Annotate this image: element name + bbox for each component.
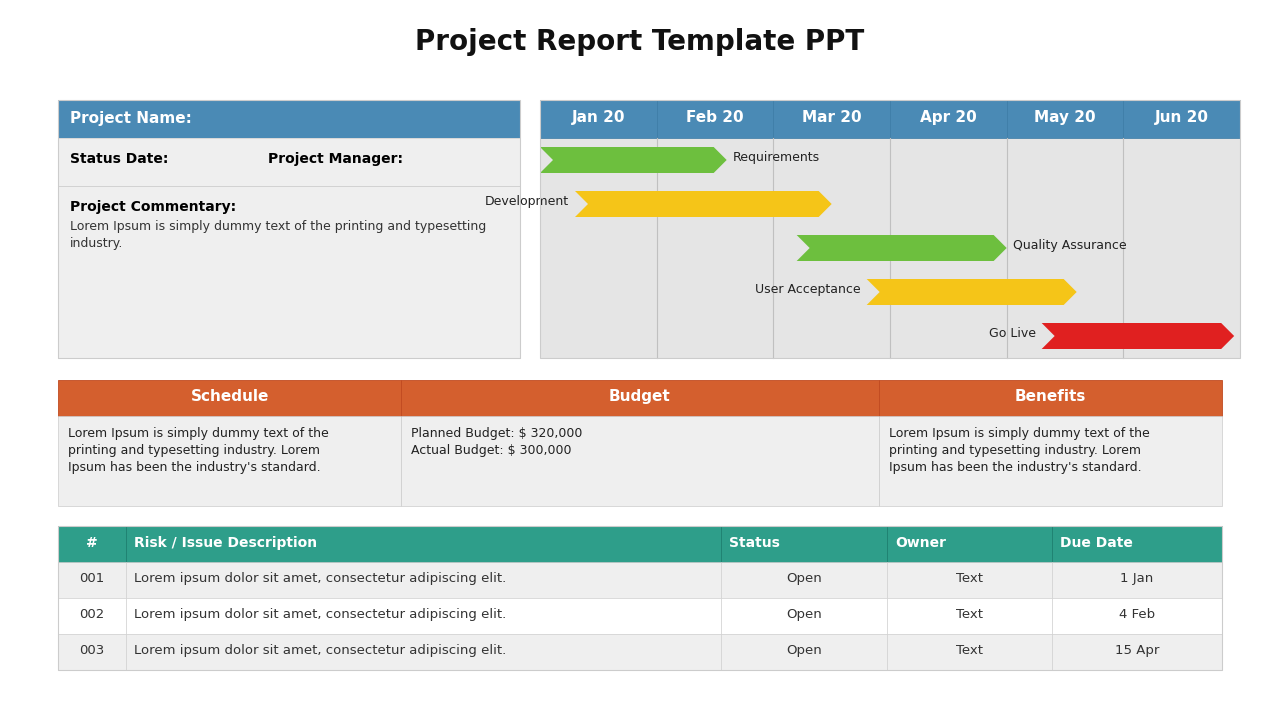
Bar bbox=[58, 562, 125, 598]
Text: Lorem Ipsum is simply dummy text of the printing and typesetting
industry.: Lorem Ipsum is simply dummy text of the … bbox=[70, 220, 486, 250]
Bar bbox=[878, 416, 1222, 506]
Polygon shape bbox=[540, 147, 727, 173]
Text: Project Commentary:: Project Commentary: bbox=[70, 200, 236, 214]
Bar bbox=[890, 100, 1006, 138]
Text: Quality Assurance: Quality Assurance bbox=[1012, 239, 1126, 252]
Text: Apr 20: Apr 20 bbox=[920, 110, 977, 125]
Polygon shape bbox=[575, 191, 832, 217]
Text: 002: 002 bbox=[79, 608, 105, 621]
Bar bbox=[58, 138, 520, 186]
Text: Lorem ipsum dolor sit amet, consectetur adipiscing elit.: Lorem ipsum dolor sit amet, consectetur … bbox=[133, 608, 506, 621]
Text: User Acceptance: User Acceptance bbox=[755, 283, 860, 296]
Bar bbox=[540, 100, 1240, 358]
Bar bbox=[878, 380, 1222, 416]
Text: Lorem ipsum dolor sit amet, consectetur adipiscing elit.: Lorem ipsum dolor sit amet, consectetur … bbox=[133, 644, 506, 657]
Text: Text: Text bbox=[956, 608, 983, 621]
Text: 1 Jan: 1 Jan bbox=[1120, 572, 1153, 585]
Polygon shape bbox=[1042, 323, 1234, 349]
Bar bbox=[58, 416, 402, 506]
Bar bbox=[722, 562, 887, 598]
Text: May 20: May 20 bbox=[1034, 110, 1096, 125]
Polygon shape bbox=[796, 235, 1006, 261]
Text: Development: Development bbox=[485, 195, 570, 208]
Text: Open: Open bbox=[786, 608, 822, 621]
Text: 4 Feb: 4 Feb bbox=[1119, 608, 1155, 621]
Text: Lorem Ipsum is simply dummy text of the
printing and typesetting industry. Lorem: Lorem Ipsum is simply dummy text of the … bbox=[68, 427, 329, 474]
Bar bbox=[58, 526, 125, 562]
Bar bbox=[1052, 526, 1222, 562]
Bar bbox=[1006, 100, 1124, 138]
Text: 15 Apr: 15 Apr bbox=[1115, 644, 1160, 657]
Bar bbox=[657, 100, 773, 138]
Text: Planned Budget: $ 320,000
Actual Budget: $ 300,000: Planned Budget: $ 320,000 Actual Budget:… bbox=[411, 427, 582, 457]
Bar bbox=[58, 598, 125, 634]
Bar bbox=[125, 598, 722, 634]
Text: Status: Status bbox=[730, 536, 781, 550]
Text: Open: Open bbox=[786, 644, 822, 657]
Text: Due Date: Due Date bbox=[1060, 536, 1133, 550]
Bar bbox=[1052, 634, 1222, 670]
Bar bbox=[773, 100, 890, 138]
Bar bbox=[722, 598, 887, 634]
Text: Mar 20: Mar 20 bbox=[801, 110, 861, 125]
Bar bbox=[402, 380, 878, 416]
Bar bbox=[125, 562, 722, 598]
Text: Benefits: Benefits bbox=[1015, 389, 1085, 404]
Text: Project Name:: Project Name: bbox=[70, 111, 192, 126]
Bar bbox=[887, 526, 1052, 562]
Text: Budget: Budget bbox=[609, 389, 671, 404]
Text: Owner: Owner bbox=[895, 536, 946, 550]
Bar bbox=[1124, 100, 1240, 138]
Text: Schedule: Schedule bbox=[191, 389, 269, 404]
Bar bbox=[58, 100, 520, 138]
Bar bbox=[58, 634, 125, 670]
Text: Project Report Template PPT: Project Report Template PPT bbox=[416, 28, 864, 56]
Text: Lorem Ipsum is simply dummy text of the
printing and typesetting industry. Lorem: Lorem Ipsum is simply dummy text of the … bbox=[888, 427, 1149, 474]
Text: Text: Text bbox=[956, 644, 983, 657]
Text: Jun 20: Jun 20 bbox=[1155, 110, 1208, 125]
Bar bbox=[1052, 562, 1222, 598]
Bar bbox=[58, 380, 402, 416]
Bar bbox=[887, 634, 1052, 670]
Text: Open: Open bbox=[786, 572, 822, 585]
Bar bbox=[540, 100, 657, 138]
Text: Project Manager:: Project Manager: bbox=[268, 152, 403, 166]
Text: Status Date:: Status Date: bbox=[70, 152, 169, 166]
Bar bbox=[722, 634, 887, 670]
Bar bbox=[58, 526, 1222, 670]
Bar bbox=[58, 186, 520, 358]
Bar bbox=[722, 526, 887, 562]
Bar bbox=[125, 526, 722, 562]
Bar bbox=[1052, 598, 1222, 634]
Bar bbox=[58, 100, 520, 358]
Text: 001: 001 bbox=[79, 572, 105, 585]
Text: Feb 20: Feb 20 bbox=[686, 110, 744, 125]
Text: Requirements: Requirements bbox=[732, 151, 819, 164]
Text: Lorem ipsum dolor sit amet, consectetur adipiscing elit.: Lorem ipsum dolor sit amet, consectetur … bbox=[133, 572, 506, 585]
Text: 003: 003 bbox=[79, 644, 105, 657]
Polygon shape bbox=[867, 279, 1076, 305]
Text: Text: Text bbox=[956, 572, 983, 585]
Bar bbox=[887, 562, 1052, 598]
Text: #: # bbox=[86, 536, 97, 550]
Bar bbox=[887, 598, 1052, 634]
Text: Risk / Issue Description: Risk / Issue Description bbox=[133, 536, 316, 550]
Text: Jan 20: Jan 20 bbox=[572, 110, 625, 125]
Bar bbox=[125, 634, 722, 670]
Bar bbox=[540, 138, 1240, 358]
Bar bbox=[402, 416, 878, 506]
Text: Go Live: Go Live bbox=[988, 327, 1036, 340]
